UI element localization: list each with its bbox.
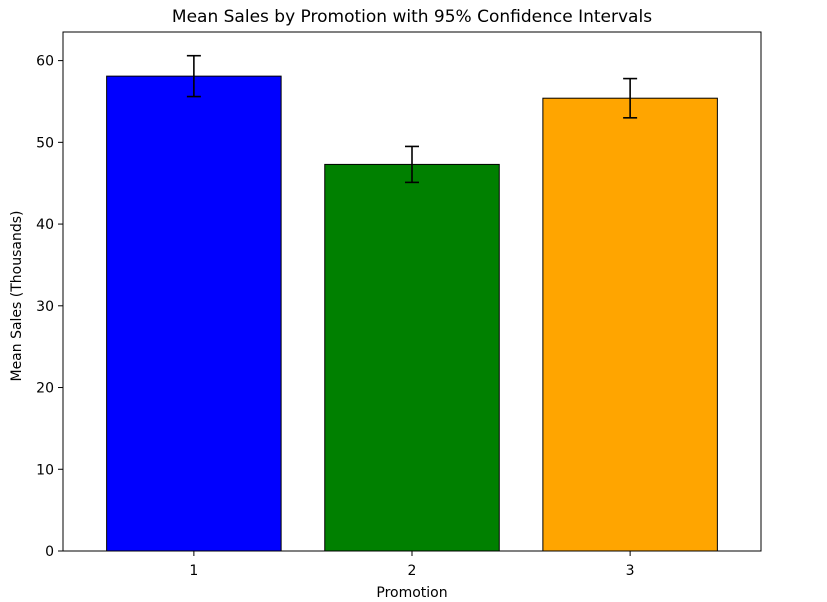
y-tick-label-0: 0 xyxy=(45,544,54,560)
y-tick-label-30: 30 xyxy=(36,299,54,315)
x-tick-label-2: 2 xyxy=(408,563,417,579)
bar-2 xyxy=(324,163,500,552)
plot-frame xyxy=(62,31,762,552)
y-tick-label-20: 20 xyxy=(36,381,54,397)
y-tick-label-60: 60 xyxy=(36,54,54,70)
y-axis-label: Mean Sales (Thousands) xyxy=(9,210,25,381)
x-tick-label-1: 1 xyxy=(189,563,198,579)
y-tick-label-10: 10 xyxy=(36,462,54,478)
x-axis-label: Promotion xyxy=(376,585,447,601)
bar-3 xyxy=(542,97,718,552)
y-tick-label-50: 50 xyxy=(36,135,54,151)
chart-title: Mean Sales by Promotion with 95% Confide… xyxy=(172,7,652,27)
chart-marks: 0 10 20 30 40 50 60 1 2 3 xyxy=(36,54,718,579)
bar-1 xyxy=(106,75,282,552)
x-tick-label-3: 3 xyxy=(626,563,635,579)
y-tick-label-40: 40 xyxy=(36,217,54,233)
